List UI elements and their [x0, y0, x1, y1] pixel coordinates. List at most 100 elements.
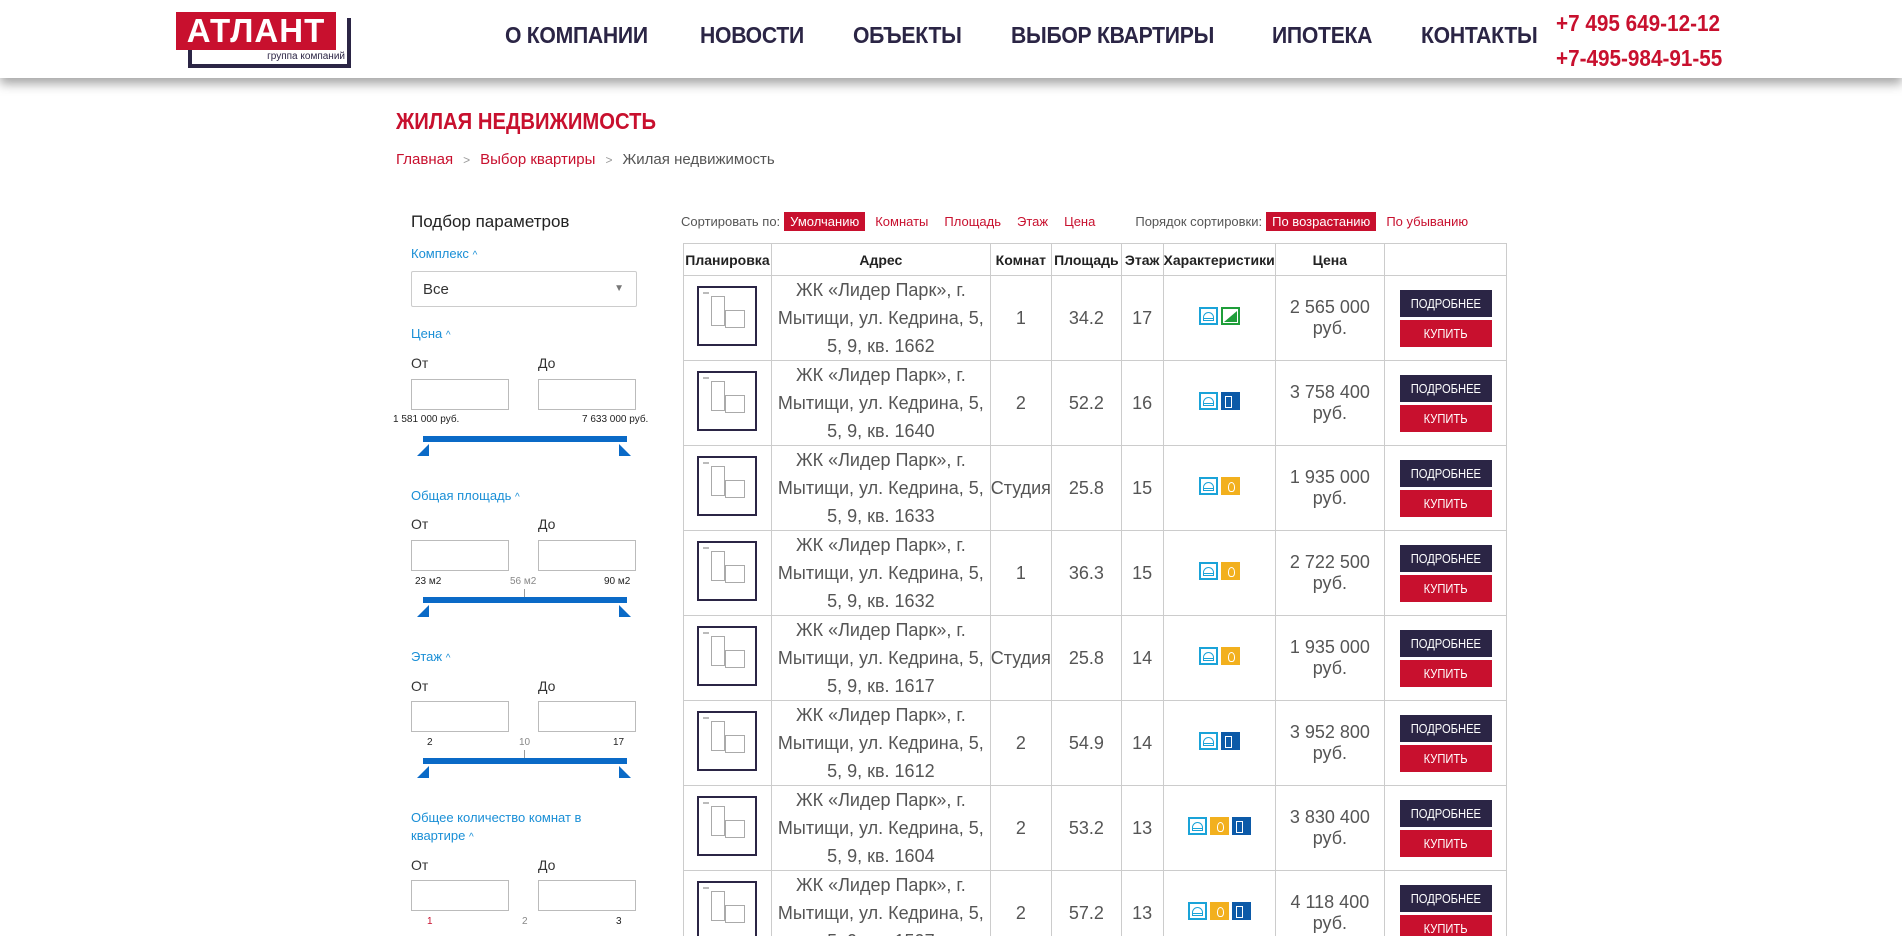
floor-mid-label: 10 [519, 737, 531, 748]
area-slider-track[interactable] [423, 597, 627, 603]
sort-area[interactable]: Площадь [944, 214, 1001, 229]
floor-to-input[interactable] [538, 701, 636, 732]
actions-cell: ПОДРОБНЕЕ КУПИТЬ [1384, 530, 1507, 616]
breadcrumb-current: Жилая недвижимость [622, 151, 775, 168]
filter-rooms-toggle[interactable]: Общее количество комнат в квартире ^ [411, 809, 601, 847]
floor-min-label: 2 [427, 737, 433, 748]
details-button[interactable]: ПОДРОБНЕЕ [1399, 799, 1492, 827]
buy-button[interactable]: КУПИТЬ [1399, 914, 1492, 936]
feature-icons [1198, 306, 1240, 325]
details-button[interactable]: ПОДРОБНЕЕ [1399, 459, 1492, 487]
area-to-label: До [538, 516, 556, 532]
floor-plan-thumbnail[interactable] [697, 285, 758, 346]
balcony-icon [1198, 646, 1218, 665]
filter-area-toggle[interactable]: Общая площадь ^ [411, 488, 520, 503]
rooms-from-input[interactable] [411, 880, 509, 911]
breadcrumb-apartment-choice[interactable]: Выбор квартиры [480, 151, 596, 168]
plan-cell [683, 530, 772, 616]
buy-button[interactable]: КУПИТЬ [1399, 574, 1492, 602]
floor-plan-thumbnail[interactable] [697, 795, 758, 856]
balcony-icon [1198, 731, 1218, 750]
floor-plan-thumbnail[interactable] [697, 880, 758, 936]
floor-cell: 17 [1120, 275, 1164, 361]
features-cell [1162, 700, 1276, 786]
fire-icon [1209, 901, 1229, 920]
phone-block: +7 495 649-12-12 +7-495-984-91-55 [1556, 6, 1741, 76]
details-button[interactable]: ПОДРОБНЕЕ [1399, 374, 1492, 402]
area-to-input[interactable] [538, 540, 636, 571]
phone-1[interactable]: +7 495 649-12-12 [1556, 10, 1721, 36]
sort-floor[interactable]: Этаж [1017, 214, 1049, 229]
table-row: ЖК «Лидер Парк», г. Мытищи, ул. Кедрина,… [683, 615, 1507, 701]
area-slider-min-handle[interactable] [417, 605, 429, 617]
price-slider-min-handle[interactable] [417, 444, 429, 456]
filter-floor-toggle[interactable]: Этаж ^ [411, 649, 450, 664]
actions-cell: ПОДРОБНЕЕ КУПИТЬ [1384, 700, 1507, 786]
nav-mortgage[interactable]: ИПОТЕКА [1271, 22, 1372, 48]
nav-apartment-choice[interactable]: ВЫБОР КВАРТИРЫ [1011, 22, 1215, 48]
door-icon [1220, 731, 1240, 750]
details-button-label: ПОДРОБНЕЕ [1410, 635, 1481, 651]
breadcrumb-home[interactable]: Главная [396, 151, 454, 168]
price-from-input[interactable] [411, 379, 509, 410]
filter-complex-toggle[interactable]: Комплекс ^ [411, 246, 477, 261]
buy-button[interactable]: КУПИТЬ [1399, 659, 1492, 687]
floor-plan-thumbnail[interactable] [697, 455, 758, 516]
plan-cell [683, 870, 772, 936]
filter-price-toggle[interactable]: Цена ^ [411, 326, 451, 341]
rooms-max-label: 3 [616, 916, 622, 927]
filter-price-label: Цена [411, 326, 443, 341]
floor-plan-thumbnail[interactable] [697, 710, 758, 771]
buy-button[interactable]: КУПИТЬ [1399, 489, 1492, 517]
filter-complex-label: Комплекс [411, 246, 469, 261]
floor-plan-thumbnail[interactable] [697, 625, 758, 686]
plan-cell [683, 785, 772, 871]
price-max-label: 7 633 000 руб. [582, 414, 649, 425]
filter-title: Подбор параметров [411, 212, 570, 231]
buy-button[interactable]: КУПИТЬ [1399, 829, 1492, 857]
details-button[interactable]: ПОДРОБНЕЕ [1399, 629, 1492, 657]
details-button[interactable]: ПОДРОБНЕЕ [1399, 714, 1492, 742]
plan-wall [711, 805, 726, 836]
buy-button[interactable]: КУПИТЬ [1399, 404, 1492, 432]
rooms-to-input[interactable] [538, 880, 636, 911]
plan-wall [725, 649, 746, 668]
area-slider-max-handle[interactable] [619, 605, 631, 617]
rooms-cell: 2 [989, 700, 1052, 786]
details-button[interactable]: ПОДРОБНЕЕ [1399, 884, 1492, 912]
complex-select[interactable]: Все ▼ [411, 271, 637, 307]
area-from-input[interactable] [411, 540, 509, 571]
sort-price[interactable]: Цена [1064, 214, 1096, 229]
floor-plan-thumbnail[interactable] [697, 540, 758, 601]
buy-button-label: КУПИТЬ [1423, 920, 1468, 936]
price-slider-max-handle[interactable] [619, 444, 631, 456]
nav-contacts[interactable]: КОНТАКТЫ [1420, 22, 1538, 48]
feature-icons [1198, 476, 1240, 495]
order-descending[interactable]: По убыванию [1386, 214, 1469, 229]
nav-about[interactable]: О КОМПАНИИ [505, 22, 648, 48]
price-to-input[interactable] [538, 379, 636, 410]
atlant-logo[interactable]: АТЛАНТ группа компаний [176, 12, 351, 68]
floor-from-input[interactable] [411, 701, 509, 732]
floor-plan-thumbnail[interactable] [697, 370, 758, 431]
plan-wall [711, 465, 726, 496]
floor-slider-track[interactable] [423, 758, 627, 764]
table-body: ЖК «Лидер Парк», г. Мытищи, ул. Кедрина,… [683, 275, 1507, 936]
buy-button[interactable]: КУПИТЬ [1399, 319, 1492, 347]
floor-slider-min-handle[interactable] [417, 766, 429, 778]
floor-slider-max-handle[interactable] [619, 766, 631, 778]
sort-default[interactable]: Умолчанию [784, 212, 866, 231]
table-row: ЖК «Лидер Парк», г. Мытищи, ул. Кедрина,… [683, 700, 1507, 786]
details-button[interactable]: ПОДРОБНЕЕ [1399, 544, 1492, 572]
buy-button[interactable]: КУПИТЬ [1399, 744, 1492, 772]
page-title: ЖИЛАЯ НЕДВИЖИМОСТЬ [396, 108, 656, 134]
details-button[interactable]: ПОДРОБНЕЕ [1399, 289, 1492, 317]
nav-news[interactable]: НОВОСТИ [700, 22, 805, 48]
floor-cell: 16 [1120, 360, 1164, 446]
sort-rooms[interactable]: Комнаты [875, 214, 929, 229]
order-ascending[interactable]: По возрастанию [1266, 212, 1377, 231]
price-slider-track[interactable] [423, 436, 627, 442]
phone-2[interactable]: +7-495-984-91-55 [1556, 45, 1723, 71]
nav-objects[interactable]: ОБЪЕКТЫ [853, 22, 962, 48]
plan-wall [703, 291, 710, 294]
